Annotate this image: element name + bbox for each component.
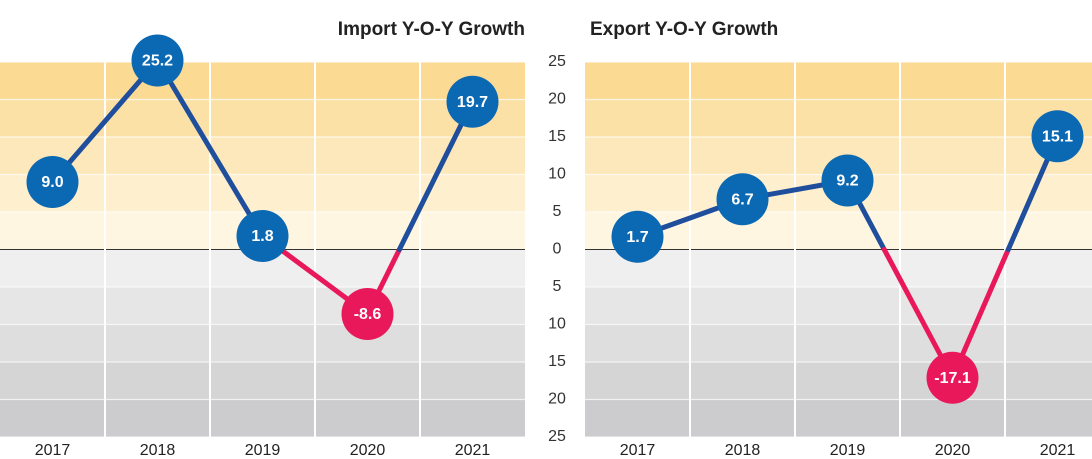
x-tick-label: 2017 [35, 442, 71, 459]
y-tick-label: 10 [548, 166, 566, 183]
x-tick-label: 2020 [935, 442, 971, 459]
x-tick-label: 2017 [620, 442, 656, 459]
x-tick-label: 2018 [140, 442, 176, 459]
band [0, 62, 525, 100]
y-tick-label: 5 [553, 203, 562, 220]
data-label: 15.1 [1042, 128, 1073, 145]
band [585, 212, 1092, 250]
band [585, 249, 1092, 287]
data-label: 25.2 [142, 53, 173, 70]
x-tick-label: 2019 [245, 442, 281, 459]
data-point [341, 288, 394, 340]
band [0, 174, 525, 212]
y-tick-label: 25 [548, 428, 566, 445]
y-tick-label: 20 [548, 391, 566, 408]
line-segment [50, 58, 160, 185]
data-point [26, 156, 79, 208]
line-segment [155, 58, 265, 239]
y-tick-label: 25 [548, 53, 566, 70]
band [585, 362, 1092, 400]
x-tick-label: 2019 [830, 442, 866, 459]
band [0, 362, 525, 400]
data-point [926, 351, 979, 404]
band [0, 324, 525, 362]
data-point [821, 154, 874, 207]
line-segment [396, 99, 475, 252]
band [585, 399, 1092, 437]
x-tick-label: 2021 [1040, 442, 1076, 459]
data-label: 19.7 [457, 94, 488, 111]
y-tick-label: 20 [548, 91, 566, 108]
band [0, 287, 525, 325]
y-tick-label: 15 [548, 128, 566, 145]
band [0, 99, 525, 137]
band [585, 287, 1092, 325]
x-tick-label: 2018 [725, 442, 761, 459]
data-point [611, 210, 664, 263]
data-label: 9.2 [836, 173, 858, 190]
chart-title: Import Y-O-Y Growth [338, 19, 525, 40]
y-tick-label: 10 [548, 316, 566, 333]
band [0, 399, 525, 437]
data-point [1031, 110, 1084, 163]
y-tick-label: 5 [553, 278, 562, 295]
x-tick-label: 2021 [455, 442, 491, 459]
data-label: 9.0 [41, 174, 63, 191]
y-tick-label: 0 [553, 241, 562, 258]
band [585, 99, 1092, 137]
data-point [236, 210, 289, 262]
data-point [716, 173, 769, 226]
data-point [131, 34, 184, 87]
data-label: 6.7 [731, 191, 753, 208]
data-label: 1.7 [626, 229, 648, 246]
data-point [446, 75, 499, 128]
x-tick-label: 2020 [350, 442, 386, 459]
data-label: -8.6 [354, 306, 382, 323]
chart-title: Export Y-O-Y Growth [590, 19, 778, 40]
data-label: 1.8 [251, 228, 273, 245]
band [585, 324, 1092, 362]
band [585, 62, 1092, 100]
plot [585, 62, 1092, 437]
data-label: -17.1 [934, 370, 971, 387]
y-tick-label: 15 [548, 353, 566, 370]
